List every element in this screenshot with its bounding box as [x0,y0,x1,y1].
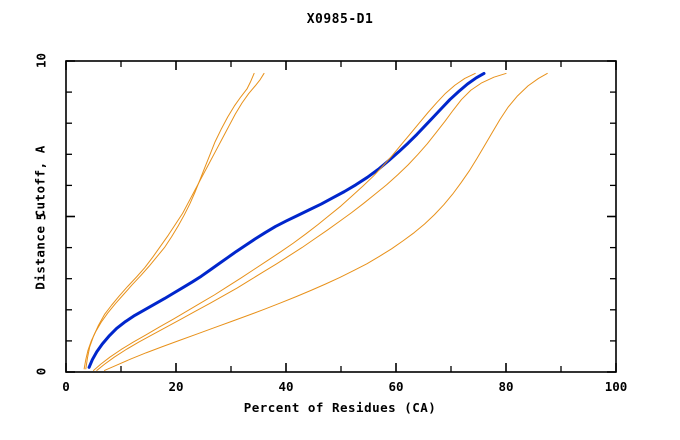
x-tick-label: 20 [168,379,184,394]
x-axis-label: Percent of Residues (CA) [243,400,437,415]
x-tick-label: 80 [498,379,514,394]
series-right-reference-c [104,72,548,371]
plot-frame [65,60,617,373]
x-tick-label: 40 [278,379,294,394]
series-right-reference-a [93,72,476,371]
series-left-reference-outer [83,72,255,370]
series-model-primary [87,71,486,369]
x-tick-label: 100 [604,379,628,394]
plot-series [83,71,548,371]
plot-axes [65,60,617,373]
chart-title: X0985-D1 [306,12,374,27]
y-tick-label: 0 [33,367,49,376]
y-axis-label: Distance Cutoff, A [32,145,48,290]
x-tick-label: 0 [62,379,70,394]
series-right-reference-b [96,72,507,371]
x-tick-label: 60 [388,379,404,394]
y-tick-label: 10 [33,52,49,69]
series-left-reference-inner [85,72,265,370]
